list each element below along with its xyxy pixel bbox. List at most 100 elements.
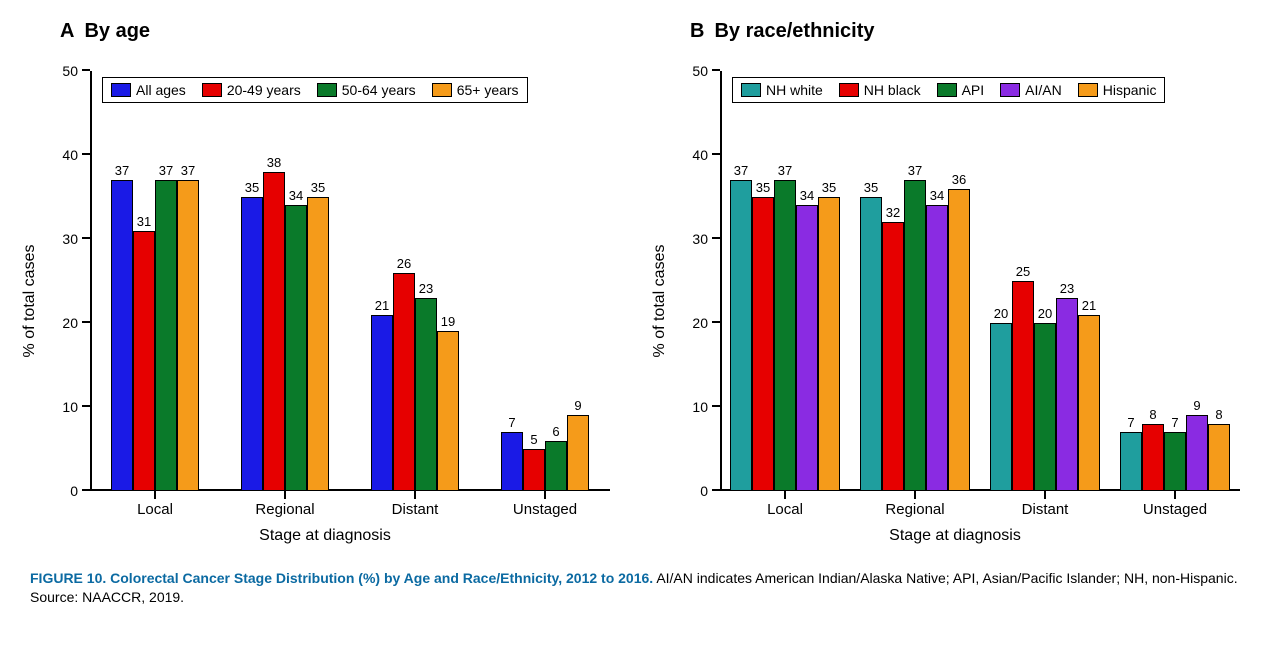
x-tick (1044, 491, 1046, 499)
legend-item: 50-64 years (317, 82, 416, 98)
bar: 31 (133, 231, 155, 491)
bar: 35 (818, 197, 840, 491)
y-tick-label: 30 (680, 231, 708, 247)
bar-value-label: 7 (508, 415, 515, 430)
y-tick-label: 0 (50, 483, 78, 499)
x-axis-title: Stage at diagnosis (889, 527, 1021, 545)
bar: 20 (1034, 323, 1056, 491)
x-tick (544, 491, 546, 499)
bar: 37 (111, 180, 133, 491)
chart-box: 010203040503735373435Local3532373436Regi… (660, 51, 1250, 551)
y-tick-label: 20 (680, 315, 708, 331)
legend-swatch (839, 83, 859, 97)
bar-value-label: 8 (1149, 407, 1156, 422)
category-label: Regional (885, 501, 944, 518)
bar-value-label: 5 (530, 432, 537, 447)
x-tick (414, 491, 416, 499)
bar: 9 (567, 415, 589, 491)
bar: 21 (371, 315, 393, 491)
bar: 37 (177, 180, 199, 491)
y-tick (712, 321, 720, 323)
plot-area: 0102030405037313737Local35383435Regional… (90, 71, 610, 491)
bar-value-label: 37 (908, 163, 922, 178)
y-tick (712, 69, 720, 71)
category-label: Local (137, 501, 173, 518)
bar-value-label: 34 (289, 188, 303, 203)
y-axis-title: % of total cases (651, 245, 669, 358)
y-tick-label: 0 (680, 483, 708, 499)
legend-item: Hispanic (1078, 82, 1157, 98)
legend-swatch (937, 83, 957, 97)
bar-value-label: 26 (397, 256, 411, 271)
bar-group: 78798Unstaged (1120, 71, 1230, 491)
legend-label: Hispanic (1103, 82, 1157, 98)
category-label: Distant (392, 501, 439, 518)
bar: 26 (393, 273, 415, 491)
x-tick (914, 491, 916, 499)
bar: 20 (990, 323, 1012, 491)
legend-item: All ages (111, 82, 186, 98)
y-tick (712, 237, 720, 239)
legend-label: 65+ years (457, 82, 519, 98)
panel-letter: B (690, 20, 704, 42)
bar-value-label: 7 (1171, 415, 1178, 430)
legend-label: API (962, 82, 985, 98)
x-tick (784, 491, 786, 499)
y-tick (82, 237, 90, 239)
bar-value-label: 34 (930, 188, 944, 203)
bar-value-label: 36 (952, 172, 966, 187)
bar: 23 (415, 298, 437, 491)
bar: 35 (241, 197, 263, 491)
bar-value-label: 35 (864, 180, 878, 195)
y-tick-label: 50 (50, 63, 78, 79)
bar-value-label: 37 (115, 163, 129, 178)
legend-label: AI/AN (1025, 82, 1062, 98)
legend-swatch (317, 83, 337, 97)
bar: 7 (1120, 432, 1142, 491)
y-tick-label: 40 (680, 147, 708, 163)
y-tick-label: 20 (50, 315, 78, 331)
y-tick-label: 30 (50, 231, 78, 247)
legend-swatch (1000, 83, 1020, 97)
x-tick (154, 491, 156, 499)
bar-value-label: 35 (245, 180, 259, 195)
bar: 5 (523, 449, 545, 491)
figure-container: ABy age0102030405037313737Local35383435R… (30, 20, 1250, 607)
y-tick (82, 489, 90, 491)
bar: 37 (904, 180, 926, 491)
bar: 8 (1208, 424, 1230, 491)
bar: 25 (1012, 281, 1034, 491)
legend-swatch (432, 83, 452, 97)
bar-value-label: 32 (886, 205, 900, 220)
bar-value-label: 23 (419, 281, 433, 296)
bar: 21 (1078, 315, 1100, 491)
bar: 9 (1186, 415, 1208, 491)
x-tick (284, 491, 286, 499)
panel-B: BBy race/ethnicity010203040503735373435L… (660, 20, 1250, 551)
bar: 32 (882, 222, 904, 491)
bar-value-label: 37 (181, 163, 195, 178)
bar: 23 (1056, 298, 1078, 491)
bar-value-label: 23 (1060, 281, 1074, 296)
y-tick (82, 321, 90, 323)
category-label: Unstaged (513, 501, 577, 518)
panel-title: ABy age (60, 20, 620, 43)
y-tick (712, 153, 720, 155)
bar: 8 (1142, 424, 1164, 491)
panels-row: ABy age0102030405037313737Local35383435R… (30, 20, 1250, 551)
category-label: Local (767, 501, 803, 518)
bar: 35 (752, 197, 774, 491)
legend: All ages20-49 years50-64 years65+ years (102, 77, 528, 103)
bar: 34 (796, 205, 818, 491)
panel-title: BBy race/ethnicity (690, 20, 1250, 43)
y-tick (82, 405, 90, 407)
bar-value-label: 20 (994, 306, 1008, 321)
legend-item: AI/AN (1000, 82, 1062, 98)
bar-value-label: 35 (822, 180, 836, 195)
bar-value-label: 31 (137, 214, 151, 229)
bar-value-label: 37 (734, 163, 748, 178)
x-axis-title: Stage at diagnosis (259, 527, 391, 545)
bar: 38 (263, 172, 285, 491)
legend-item: 65+ years (432, 82, 519, 98)
y-tick-label: 10 (50, 399, 78, 415)
